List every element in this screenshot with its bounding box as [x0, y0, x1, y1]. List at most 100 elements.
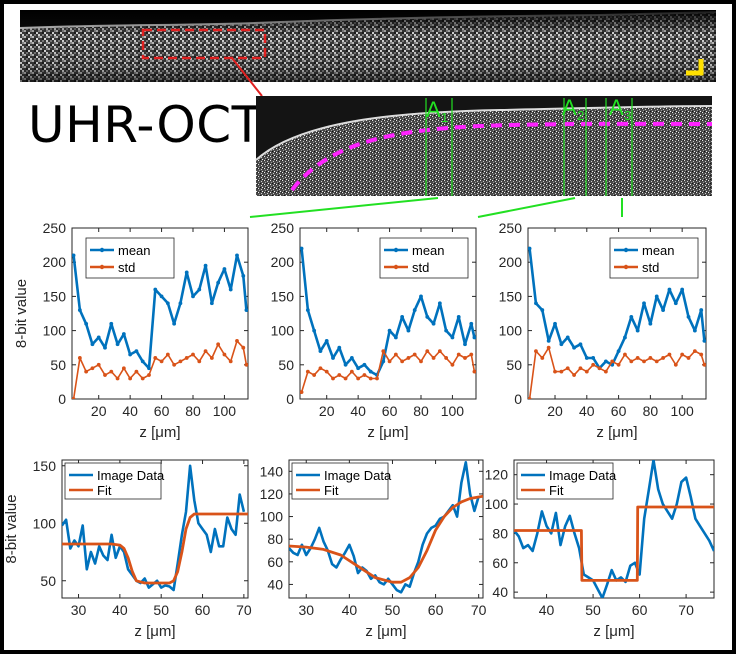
- data-point: [610, 359, 615, 364]
- data-point: [184, 356, 189, 360]
- data-point: [661, 308, 665, 312]
- legend-marker: [393, 264, 399, 270]
- x-axis-label: z [μm]: [365, 623, 406, 640]
- legend-marker: [393, 247, 399, 253]
- svg-text:3: 3: [624, 108, 631, 123]
- data-point: [456, 315, 461, 319]
- data-point: [191, 352, 195, 357]
- svg-text:2: 2: [577, 108, 584, 123]
- data-point: [419, 359, 423, 364]
- y-tick-label: 0: [58, 391, 66, 407]
- data-point: [165, 352, 170, 357]
- data-point: [84, 369, 89, 374]
- series-group: [289, 460, 483, 594]
- data-point: [115, 342, 120, 347]
- x-tick-label: 50: [585, 602, 601, 618]
- data-point: [375, 376, 379, 381]
- legend-box: [85, 237, 175, 279]
- legend-label: Fit: [549, 483, 564, 498]
- x-tick-label: 80: [643, 403, 659, 419]
- x-axis-label: z [μm]: [596, 424, 637, 441]
- x-tick-label: 30: [71, 602, 87, 618]
- data-point: [565, 335, 570, 340]
- zoom-label-a3: A 3: [609, 95, 631, 123]
- y-tick-label: 250: [499, 220, 523, 236]
- data-point: [228, 359, 233, 364]
- data-point: [591, 362, 596, 367]
- data-point: [324, 369, 329, 374]
- figure-label: UHR-OCT: [28, 96, 263, 154]
- data-point: [444, 356, 449, 360]
- data-point: [305, 308, 310, 312]
- data-point: [300, 246, 304, 251]
- data-point: [603, 359, 608, 364]
- y-tick-label: 80: [267, 531, 283, 547]
- data-point: [553, 321, 557, 326]
- data-point: [318, 366, 323, 371]
- svg-text:1: 1: [441, 110, 448, 125]
- data-point: [356, 366, 361, 371]
- data-point: [121, 366, 126, 371]
- data-point: [178, 359, 183, 364]
- chart-panel-1: 20 40 60 80 100 0 50 100 150 200 250 z [μm] 8-bit va…: [13, 220, 249, 441]
- data-point: [425, 315, 430, 319]
- data-point: [241, 345, 246, 350]
- x-tick-label: 100: [213, 403, 237, 419]
- x-tick-label: 60: [611, 403, 627, 419]
- data-point: [140, 376, 145, 381]
- data-point: [559, 342, 564, 347]
- data-point: [324, 338, 329, 343]
- data-point: [572, 345, 576, 350]
- data-point: [546, 338, 551, 343]
- y-tick-label: 50: [40, 573, 56, 589]
- data-point: [603, 369, 608, 374]
- y-tick-label: 100: [271, 323, 295, 339]
- data-point: [534, 301, 538, 306]
- data-point: [235, 253, 239, 258]
- legend-label: mean: [118, 243, 151, 258]
- data-point: [648, 321, 653, 326]
- data-point: [680, 287, 685, 292]
- y-tick-label: 100: [485, 496, 509, 512]
- roi-pointer-line: [231, 57, 263, 97]
- series-line-1: [514, 505, 714, 582]
- data-point: [584, 369, 589, 374]
- x-tick-label: 60: [154, 403, 170, 419]
- y-tick-label: 150: [271, 288, 295, 304]
- y-tick-label: 150: [43, 288, 67, 304]
- y-tick-label: 250: [271, 220, 295, 236]
- data-point: [425, 349, 430, 354]
- boundary-curve: [290, 121, 713, 192]
- data-point: [134, 349, 139, 354]
- x-tick-label: 60: [632, 602, 648, 618]
- data-point: [381, 359, 386, 364]
- data-point: [356, 376, 361, 381]
- data-point: [667, 287, 672, 292]
- data-point: [591, 356, 596, 360]
- data-point: [216, 342, 221, 347]
- data-point: [153, 287, 158, 292]
- y-tick-label: 150: [499, 288, 523, 304]
- data-point: [400, 315, 405, 319]
- data-point: [559, 369, 564, 374]
- data-point: [140, 359, 145, 364]
- data-point: [197, 359, 202, 364]
- data-point: [349, 369, 354, 374]
- x-tick-label: 60: [195, 602, 211, 618]
- x-tick-label: 40: [539, 602, 555, 618]
- legend-label: std: [118, 260, 135, 275]
- data-point: [654, 359, 659, 364]
- data-point: [368, 376, 373, 381]
- x-tick-label: 70: [471, 602, 487, 618]
- data-point: [572, 373, 576, 377]
- data-point: [546, 345, 551, 350]
- data-point: [300, 390, 304, 395]
- y-tick-label: 150: [33, 458, 57, 474]
- data-point: [128, 376, 133, 381]
- legend: mean std: [609, 237, 699, 279]
- y-tick-label: 40: [267, 576, 283, 592]
- data-point: [305, 369, 310, 374]
- x-tick-label: 50: [153, 602, 169, 618]
- legend-box: [64, 462, 162, 500]
